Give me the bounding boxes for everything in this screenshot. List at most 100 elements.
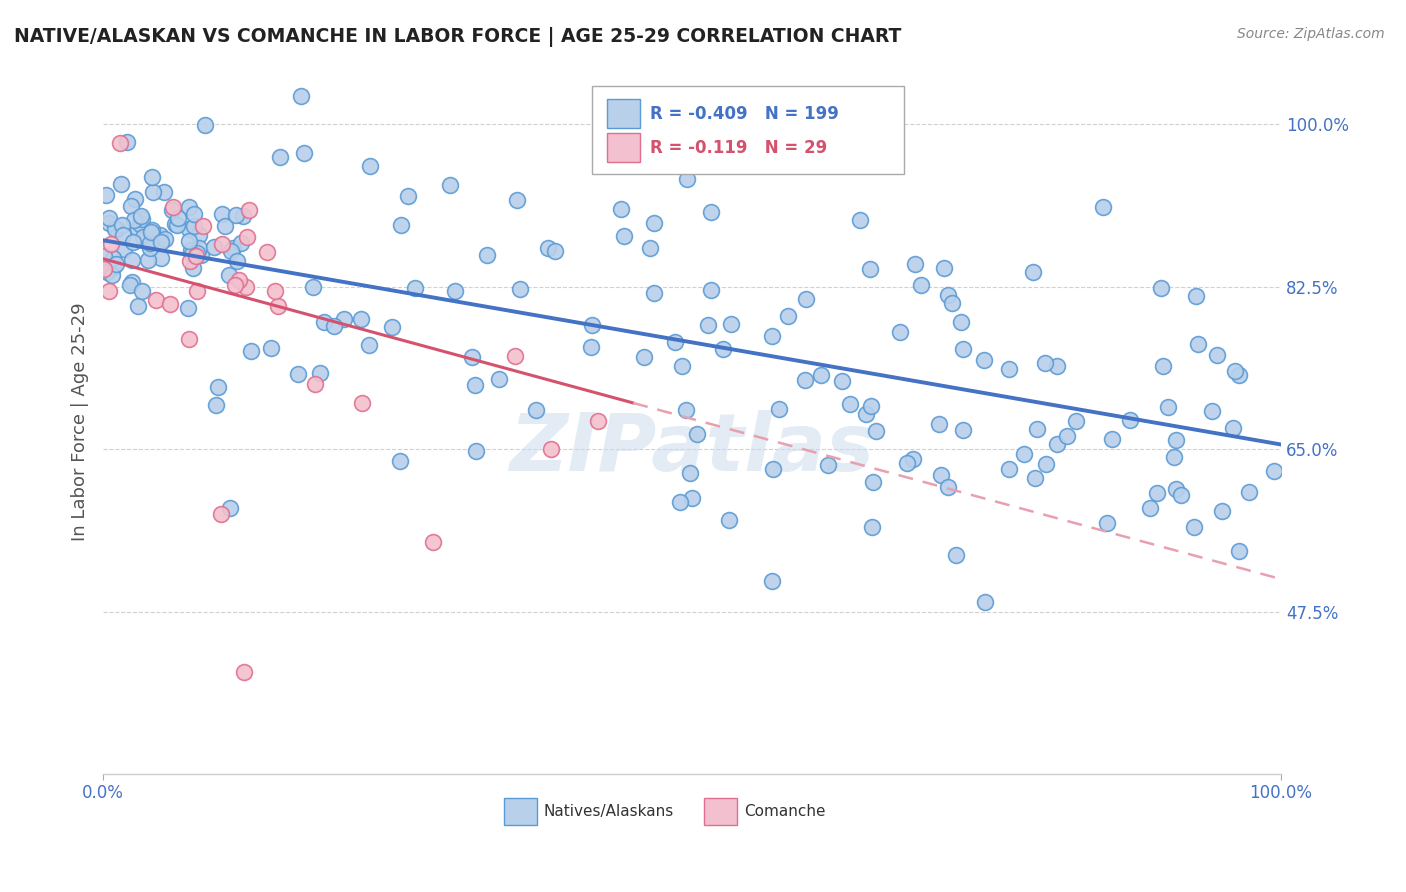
Point [579,340,602,354]
Point [1035,458,1057,472]
Point [186,285,208,299]
Point [136,252,159,267]
Point [101,260,124,275]
Point [1225,364,1247,378]
Point [180,243,202,257]
Point [586,414,609,428]
Point [240,344,263,359]
Point [422,535,444,549]
Point [685,426,707,441]
Point [350,312,373,326]
Point [129,218,152,232]
Point [218,268,240,282]
Point [761,328,783,343]
Point [124,192,146,206]
Point [1163,450,1185,464]
Point [1056,428,1078,442]
Point [817,458,839,472]
Point [439,178,461,193]
Point [718,513,741,527]
Point [896,456,918,470]
Point [761,574,783,588]
Point [179,254,201,268]
Point [110,177,132,191]
Point [464,443,486,458]
Text: R = -0.409   N = 199: R = -0.409 N = 199 [650,104,838,123]
Point [159,297,181,311]
Point [98,216,121,230]
Point [183,219,205,233]
Point [475,248,498,262]
Point [696,318,718,332]
Point [934,261,956,276]
Point [236,230,259,244]
Point [506,193,529,207]
Point [211,207,233,221]
Point [155,232,177,246]
Text: Source: ZipAtlas.com: Source: ZipAtlas.com [1237,27,1385,41]
Point [952,343,974,357]
Point [104,221,127,235]
Point [671,359,693,373]
Point [153,185,176,199]
Point [179,221,201,235]
Point [225,208,247,222]
Point [464,378,486,392]
Point [294,145,316,160]
Point [179,200,201,214]
Point [1263,464,1285,478]
Point [96,187,118,202]
Point [810,368,832,382]
Point [581,318,603,332]
Point [180,247,202,261]
Point [699,283,721,297]
Point [207,380,229,394]
Point [540,442,562,457]
Point [1164,434,1187,448]
Point [1227,368,1250,383]
Point [860,399,883,413]
Point [762,462,785,476]
Point [224,277,246,292]
Point [232,209,254,223]
Point [142,186,165,200]
Point [536,241,558,255]
Point [188,241,211,255]
Point [219,244,242,258]
Point [1066,414,1088,428]
Point [191,219,214,233]
Point [314,315,336,329]
Point [1182,520,1205,534]
Point [145,293,167,307]
Point [108,136,131,150]
Point [226,254,249,268]
Point [359,159,381,173]
Y-axis label: In Labor Force | Age 25-29: In Labor Force | Age 25-29 [72,302,89,541]
Point [768,402,790,417]
Point [111,219,134,233]
Point [141,223,163,237]
Point [183,207,205,221]
Point [214,219,236,233]
Point [794,292,817,306]
Point [720,318,742,332]
Point [122,213,145,227]
Point [862,475,884,489]
Point [233,665,256,679]
Point [997,462,1019,476]
Point [184,249,207,263]
Point [643,286,665,301]
Point [945,548,967,562]
Point [973,353,995,368]
Point [166,219,188,233]
Point [139,226,162,240]
Point [188,228,211,243]
Point [839,397,862,411]
Point [1222,421,1244,435]
Point [218,500,240,515]
Point [1146,486,1168,500]
Point [229,236,252,251]
Point [1227,544,1250,558]
Point [444,285,467,299]
Point [711,343,734,357]
